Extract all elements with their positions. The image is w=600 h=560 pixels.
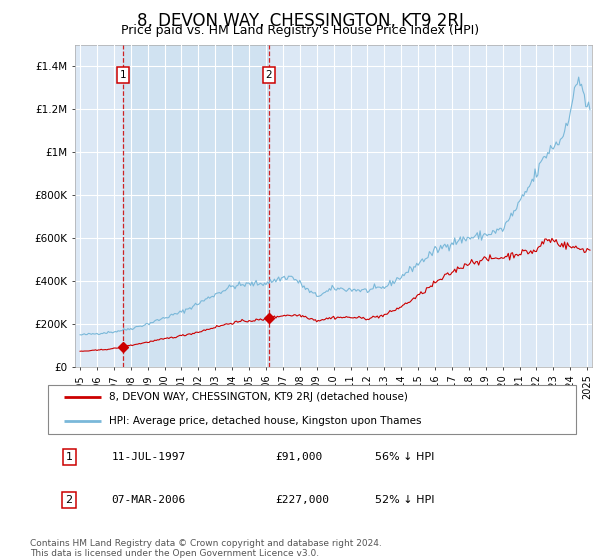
Text: 07-MAR-2006: 07-MAR-2006 [112,494,185,505]
Text: 2: 2 [266,71,272,81]
Text: Price paid vs. HM Land Registry's House Price Index (HPI): Price paid vs. HM Land Registry's House … [121,24,479,37]
Text: £91,000: £91,000 [275,452,322,462]
Text: 52% ↓ HPI: 52% ↓ HPI [376,494,435,505]
Bar [123,45,269,367]
Text: 1: 1 [119,71,127,81]
Text: 56% ↓ HPI: 56% ↓ HPI [376,452,435,462]
Text: 8, DEVON WAY, CHESSINGTON, KT9 2RJ (detached house): 8, DEVON WAY, CHESSINGTON, KT9 2RJ (deta… [109,391,407,402]
Text: Contains HM Land Registry data © Crown copyright and database right 2024.
This d: Contains HM Land Registry data © Crown c… [30,539,382,558]
Text: £227,000: £227,000 [275,494,329,505]
Text: HPI: Average price, detached house, Kingston upon Thames: HPI: Average price, detached house, King… [109,416,421,426]
Text: 1: 1 [65,452,73,462]
Text: 11-JUL-1997: 11-JUL-1997 [112,452,185,462]
FancyBboxPatch shape [48,385,576,434]
Text: 2: 2 [65,494,73,505]
Text: 8, DEVON WAY, CHESSINGTON, KT9 2RJ: 8, DEVON WAY, CHESSINGTON, KT9 2RJ [137,12,463,30]
